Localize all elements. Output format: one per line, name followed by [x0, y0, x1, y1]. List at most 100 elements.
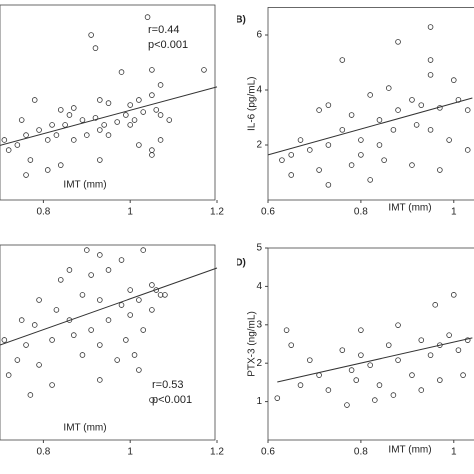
- point: [427, 127, 434, 133]
- point: [84, 132, 90, 138]
- point: [149, 67, 155, 73]
- panel-label: (B): [232, 15, 246, 26]
- point: [437, 377, 443, 383]
- point: [427, 352, 434, 358]
- plot-frame: [267, 7, 474, 201]
- point: [14, 142, 21, 148]
- point: [381, 157, 387, 163]
- point: [385, 85, 392, 91]
- point: [131, 117, 138, 123]
- point: [97, 297, 103, 303]
- point: [70, 105, 77, 111]
- plot-frame: [0, 244, 216, 441]
- fit-line: [267, 97, 473, 156]
- point: [348, 112, 355, 118]
- point: [105, 317, 112, 323]
- point: [464, 337, 471, 343]
- point: [140, 109, 147, 115]
- point: [53, 132, 60, 138]
- point: [118, 257, 125, 263]
- point: [376, 142, 383, 148]
- point: [140, 247, 147, 253]
- point: [390, 127, 397, 133]
- point: [5, 147, 12, 153]
- point: [409, 162, 415, 168]
- point: [450, 77, 457, 83]
- point: [306, 357, 313, 363]
- point: [149, 147, 155, 153]
- point: [306, 147, 313, 153]
- point: [339, 57, 346, 63]
- point: [348, 162, 355, 168]
- x-tick-label: 0.8: [354, 447, 368, 458]
- point: [157, 112, 164, 118]
- point: [153, 107, 160, 113]
- x-tick-label: 0.8: [354, 207, 368, 218]
- point: [149, 282, 155, 288]
- point: [23, 172, 29, 178]
- x-tick-label: 0.8: [36, 207, 50, 218]
- point: [1, 137, 8, 143]
- point: [62, 122, 68, 128]
- point: [88, 272, 94, 278]
- panel: 0.6 0.8 1 1 2 3 4 5 IMT (mm) PTX-3 (ng/mL) (D): [237, 243, 474, 458]
- point: [144, 14, 151, 20]
- y-tick-label: 2: [256, 140, 262, 151]
- point: [88, 32, 94, 38]
- point: [149, 307, 155, 313]
- x-tick-label: 1.2: [210, 207, 224, 218]
- point: [66, 112, 73, 118]
- point: [14, 357, 21, 363]
- x-axis-label: IMT (mm): [388, 203, 431, 214]
- point: [97, 342, 103, 348]
- point: [136, 367, 142, 373]
- point: [123, 337, 129, 343]
- y-tick-label: 6: [256, 30, 262, 41]
- point: [57, 162, 64, 168]
- annotation: r=0.44: [148, 24, 180, 36]
- x-axis-label: IMT (mm): [388, 445, 431, 456]
- point: [70, 137, 77, 143]
- point: [114, 357, 120, 363]
- y-tick-label: 3: [256, 319, 262, 330]
- y-axis-label: IL-6 (pg/mL): [247, 77, 258, 131]
- point: [367, 362, 373, 368]
- point: [409, 97, 415, 103]
- point: [166, 117, 173, 123]
- point: [36, 297, 42, 303]
- point: [409, 372, 415, 378]
- point: [79, 352, 86, 358]
- point: [288, 342, 295, 348]
- y-tick-label: 4: [256, 85, 262, 96]
- point: [339, 127, 346, 133]
- point: [348, 367, 355, 373]
- point: [297, 382, 304, 388]
- point: [92, 45, 99, 51]
- point: [288, 152, 295, 158]
- x-axis-label: IMT (mm): [63, 180, 106, 191]
- point: [88, 327, 94, 333]
- point: [390, 392, 397, 398]
- point: [136, 97, 142, 103]
- point: [127, 102, 133, 108]
- point: [18, 117, 25, 123]
- point: [101, 122, 107, 128]
- point: [385, 342, 392, 348]
- point: [288, 172, 295, 178]
- x-tick-label: 0.8: [36, 447, 50, 458]
- annotation: p<0.001: [152, 394, 192, 406]
- point: [325, 142, 332, 148]
- point: [316, 167, 322, 173]
- point: [105, 267, 112, 273]
- point: [140, 327, 147, 333]
- y-tick-label: 2: [256, 358, 262, 369]
- point: [149, 92, 155, 98]
- point: [157, 292, 164, 298]
- point: [66, 267, 73, 273]
- point: [460, 372, 466, 378]
- point: [131, 352, 138, 358]
- point: [57, 277, 64, 283]
- x-tick-label: 1: [451, 207, 457, 218]
- point: [367, 177, 373, 183]
